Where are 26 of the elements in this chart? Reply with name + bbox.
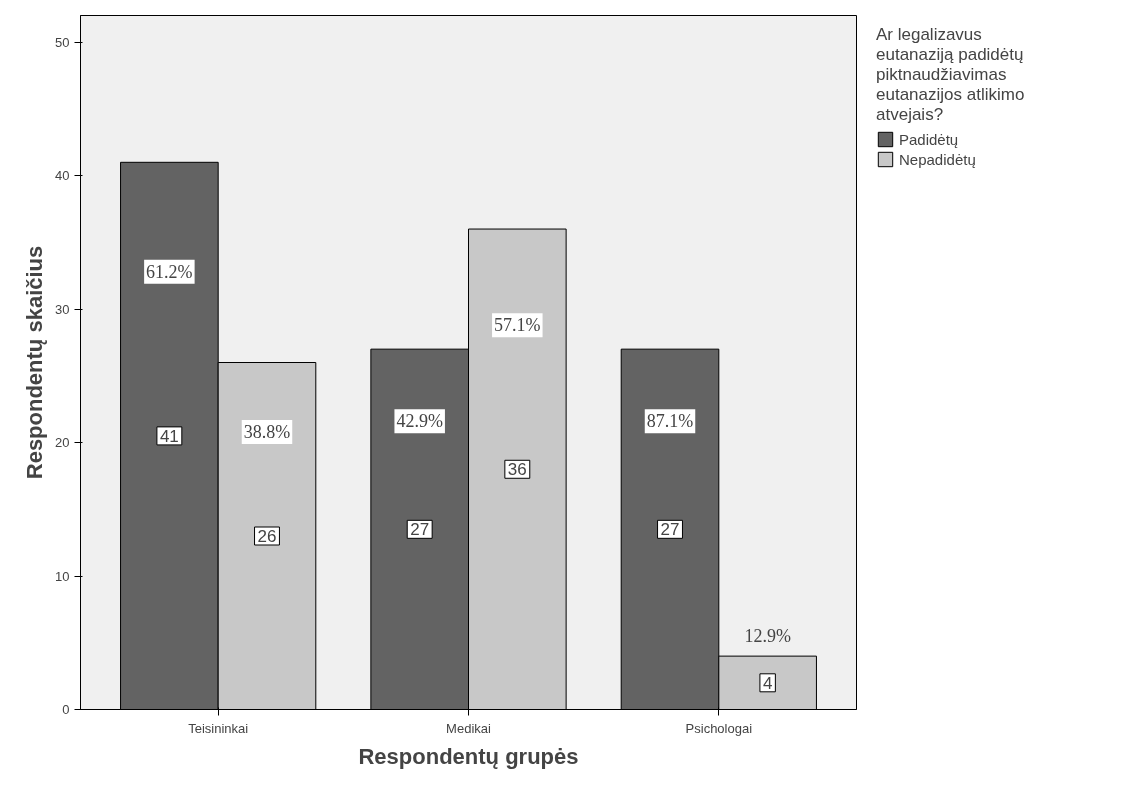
annotation: 57.1% bbox=[494, 315, 541, 336]
data-label: 26 bbox=[257, 527, 277, 546]
x-tick-label: Teisininkai bbox=[188, 720, 249, 736]
x-axis-title: Respondentų grupės bbox=[358, 743, 579, 769]
y-tick-label: 0 bbox=[62, 702, 70, 717]
data-label: 4 bbox=[762, 673, 773, 693]
annotation: 12.9% bbox=[744, 626, 791, 647]
data-label: 27 bbox=[410, 520, 430, 540]
data-label: 27 bbox=[660, 520, 680, 540]
y-tick-label: 40 bbox=[55, 168, 70, 184]
y-tick-label: 20 bbox=[55, 435, 70, 451]
annotation: 61.2% bbox=[146, 261, 193, 282]
x-tick-label: Psichologai bbox=[685, 720, 753, 736]
annotation: 38.8% bbox=[243, 421, 291, 442]
y-tick-label: 10 bbox=[55, 568, 70, 584]
data-label: 41 bbox=[159, 426, 179, 446]
legend-title: Ar legalizavus eutanaziją padidėtų piktnaudžiavimas eutanazijos atlikimo atvejais? bbox=[876, 25, 1025, 125]
y-tick-label: 30 bbox=[55, 301, 70, 317]
annotation: 87.1% bbox=[646, 411, 694, 432]
annotation: 42.9% bbox=[396, 411, 443, 432]
data-label: 36 bbox=[507, 460, 527, 480]
legend-label: Nepadidėtų bbox=[899, 150, 976, 168]
y-tick-label: 50 bbox=[55, 34, 70, 50]
y-axis-title: Respondentų skaičius bbox=[22, 245, 48, 480]
x-tick-label: Medikai bbox=[446, 720, 492, 736]
legend-label: Padidėtų bbox=[899, 130, 959, 148]
